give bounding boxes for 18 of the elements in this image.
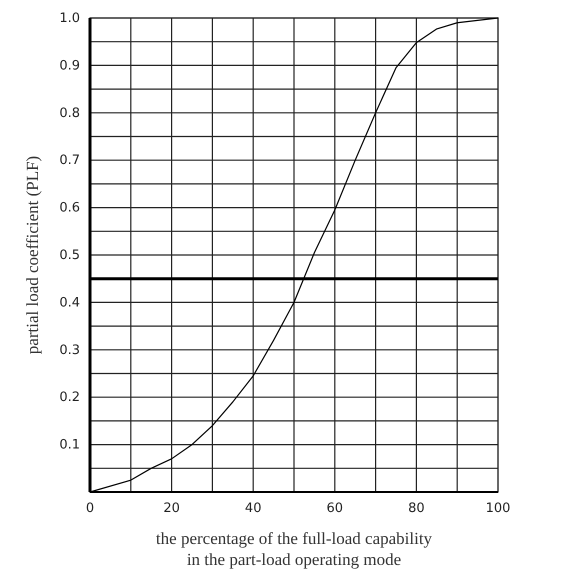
y-tick-label: 0.9 [59,58,80,74]
y-tick-label: 1.0 [59,11,80,26]
x-axis-title: the percentage of the full-load capability in the part-load operating mode [156,529,433,569]
y-tick-label: 0.7 [59,153,80,168]
y-tick-label: 0.4 [59,295,80,310]
y-tick-label: 0.2 [59,390,80,406]
y-tick-label: 0.3 [59,342,80,358]
y-axis-title: partial load coefficient (PLF) [23,156,42,354]
x-tick-label: 60 [326,501,344,516]
y-tick-label: 0.5 [59,248,80,263]
x-tick-label: 40 [244,501,262,516]
y-tick-label: 0.1 [59,438,80,453]
x-tick-label: 80 [408,501,425,516]
y-tick-label: 0.8 [59,106,80,121]
x-tick-label: 20 [163,501,180,516]
y-tick-label: 0.6 [59,200,80,216]
x-tick-label: 100 [486,501,510,516]
x-tick-label: 0 [86,501,94,516]
